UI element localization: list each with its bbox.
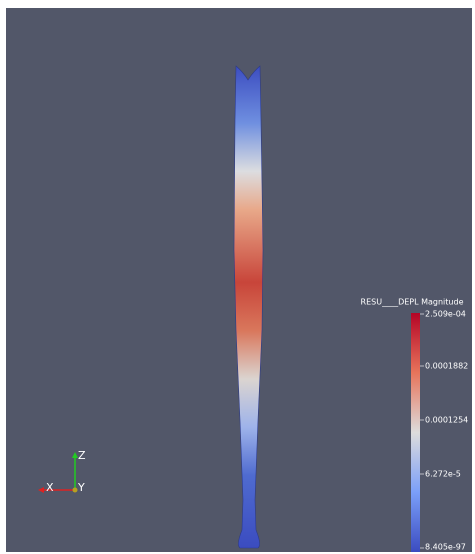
axis-label: Z xyxy=(78,449,86,462)
axis-label: X xyxy=(46,481,54,494)
page: RESU____DEPL Magnitude 2.509e-04 0.00018… xyxy=(0,0,475,554)
colorbar-label: 2.509e-04 xyxy=(425,310,466,319)
colorbar-title: RESU____DEPL Magnitude xyxy=(361,298,464,307)
colorbar-label: 8.405e-97 xyxy=(425,543,466,552)
axis-label: Y xyxy=(77,481,85,494)
colorbar-label: 6.272e-5 xyxy=(425,470,461,479)
colorbar-label: 0.0001882 xyxy=(425,362,468,371)
colorbar xyxy=(411,313,420,552)
colorbar-label: 0.0001254 xyxy=(425,416,468,425)
render-view: RESU____DEPL Magnitude 2.509e-04 0.00018… xyxy=(0,0,475,554)
